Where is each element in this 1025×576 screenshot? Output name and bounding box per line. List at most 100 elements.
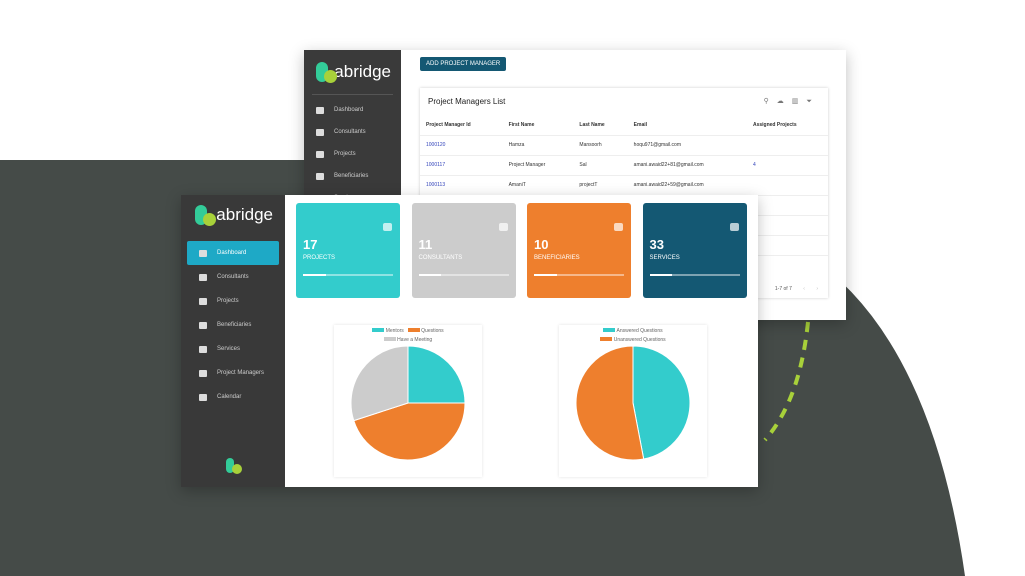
nav-label: Beneficiaries: [217, 322, 252, 328]
column-header[interactable]: Project Manager Id: [420, 115, 503, 136]
logo-icon: [314, 60, 337, 84]
stat-value: 33: [649, 237, 664, 252]
nav-icon: [316, 150, 324, 158]
nav-label: Project Managers: [217, 370, 265, 376]
nav-icon: [199, 345, 207, 353]
table-cell: Sal: [573, 155, 628, 176]
legend-item[interactable]: Have a Meeting: [383, 337, 432, 343]
pie-slice-answered-questions[interactable]: [632, 345, 691, 460]
pie-slice-unanswered-questions[interactable]: [575, 345, 645, 461]
table-cell[interactable]: 1000120: [420, 135, 503, 156]
stat-label: PROJECTS: [303, 255, 336, 261]
table-cell: AmaniT: [502, 175, 574, 196]
table-row[interactable]: 1000120 Hamza Mansoorh hoqu971@gmail.com: [420, 135, 828, 156]
prev-page-icon[interactable]: ‹: [803, 286, 805, 292]
logo: abridge: [181, 195, 285, 235]
brand-name: abridge: [216, 205, 273, 224]
table-cell: Hamza: [502, 135, 574, 156]
pagination-text: 1-7 of 7: [774, 286, 792, 292]
nav-label: Projects: [217, 298, 239, 304]
dashboard-window: abridge Dashboard Consultants Projects Bene…: [181, 195, 758, 487]
sidebar-item-consultants[interactable]: Consultants: [304, 121, 401, 143]
sidebar-item-beneficiaries[interactable]: Beneficiaries: [187, 313, 279, 337]
nav-icon: [199, 321, 207, 329]
pie-slice-have-a-meeting[interactable]: [350, 345, 409, 422]
legend-item[interactable]: Unanswered Questions: [600, 337, 666, 343]
column-header[interactable]: Assigned Projects: [746, 115, 828, 136]
sidebar-item-project-managers[interactable]: Project Managers: [187, 361, 279, 385]
nav-label: Consultants: [334, 129, 366, 135]
table-row[interactable]: 1000113 AmaniT projectT amani.awaid22+59@gm…: [420, 175, 828, 196]
nav-icon: [316, 172, 324, 180]
stat-label: CONSULTANTS: [418, 255, 463, 261]
stat-value: 10: [534, 237, 549, 252]
card-icon: [729, 223, 739, 231]
logo: abridge: [304, 50, 401, 94]
stat-label: SERVICES: [649, 255, 680, 261]
stat-card-consultants[interactable]: 11 CONSULTANTS: [411, 203, 516, 298]
table-cell: [746, 175, 828, 196]
sidebar-item-dashboard[interactable]: Dashboard: [187, 241, 279, 265]
next-page-icon[interactable]: ›: [816, 286, 818, 292]
table-cell: 4: [746, 155, 828, 176]
progress-bar: [534, 274, 624, 276]
logo-icon: [193, 203, 216, 227]
progress-bar: [649, 274, 740, 276]
nav-icon: [316, 106, 324, 114]
table-cell[interactable]: 1000117: [420, 155, 503, 176]
table-cell: projectT: [573, 175, 628, 196]
table-cell: hoqu971@gmail.com: [627, 135, 747, 156]
questions-pie-panel: Answered Questions Unanswered Questions: [559, 325, 707, 477]
sidebar-item-calendar[interactable]: Calendar: [187, 385, 279, 409]
stat-value: 17: [303, 237, 318, 252]
sidebar-item-projects[interactable]: Projects: [304, 143, 401, 165]
pie-slice-questions[interactable]: [353, 402, 466, 461]
table-row[interactable]: 1000117 Project Manager Sal amani.awaid22+8…: [420, 155, 828, 176]
legend-item[interactable]: Mentors: [372, 328, 404, 334]
nav-icon: [199, 393, 207, 401]
nav-label: Projects: [334, 151, 356, 157]
sidebar: abridge Dashboard Consultants Projects Bene…: [181, 195, 285, 487]
columns-icon[interactable]: ▥: [791, 98, 807, 105]
column-header[interactable]: First Name: [502, 115, 574, 136]
pie-slice-mentors[interactable]: [407, 345, 466, 404]
legend-item[interactable]: Answered Questions: [603, 328, 663, 334]
nav-label: Calendar: [217, 394, 242, 400]
card-icon: [498, 223, 508, 231]
stat-value: 11: [418, 237, 433, 252]
table-cell[interactable]: 1000113: [420, 175, 503, 196]
nav-icon: [199, 369, 207, 377]
add-project-manager-button[interactable]: ADD PROJECT MANAGER: [420, 57, 507, 71]
nav-icon: [199, 297, 207, 305]
stat-card-beneficiaries[interactable]: 10 BENEFICIARIES: [527, 203, 631, 298]
column-header[interactable]: Last Name: [573, 115, 628, 136]
filter-icon[interactable]: ⏷: [806, 98, 820, 105]
sidebar-item-consultants[interactable]: Consultants: [187, 265, 279, 289]
footer-logo-icon: [225, 457, 243, 475]
table-cell: Project Manager: [502, 155, 574, 176]
nav-label: Beneficiaries: [334, 173, 369, 179]
sidebar-item-services[interactable]: Services: [187, 337, 279, 361]
progress-bar: [303, 274, 393, 276]
table-cell: [746, 135, 828, 156]
sidebar-item-projects[interactable]: Projects: [187, 289, 279, 313]
search-icon[interactable]: ⚲: [763, 98, 777, 105]
table-cell: amani.awaid22+81@gmail.com: [627, 155, 747, 176]
sidebar-item-beneficiaries[interactable]: Beneficiaries: [304, 165, 401, 187]
card-icon: [614, 223, 623, 231]
brand-name: abridge: [334, 62, 391, 81]
mentors-pie-panel: Mentors Questions Have a Meeting: [334, 325, 482, 477]
stat-card-services[interactable]: 33 SERVICES: [642, 203, 747, 298]
sidebar-item-dashboard[interactable]: Dashboard: [304, 99, 401, 121]
nav-icon: [199, 249, 207, 257]
nav-label: Consultants: [217, 274, 249, 280]
card-icon: [383, 223, 392, 231]
table-cell: amani.awaid22+59@gmail.com: [627, 175, 747, 196]
progress-bar: [418, 274, 509, 276]
nav-label: Dashboard: [334, 107, 364, 113]
nav-label: Services: [217, 346, 241, 352]
download-icon[interactable]: ☁: [776, 98, 792, 105]
stat-card-projects[interactable]: 17 PROJECTS: [296, 203, 400, 298]
legend-item[interactable]: Questions: [407, 328, 444, 334]
column-header[interactable]: Email: [627, 115, 747, 136]
